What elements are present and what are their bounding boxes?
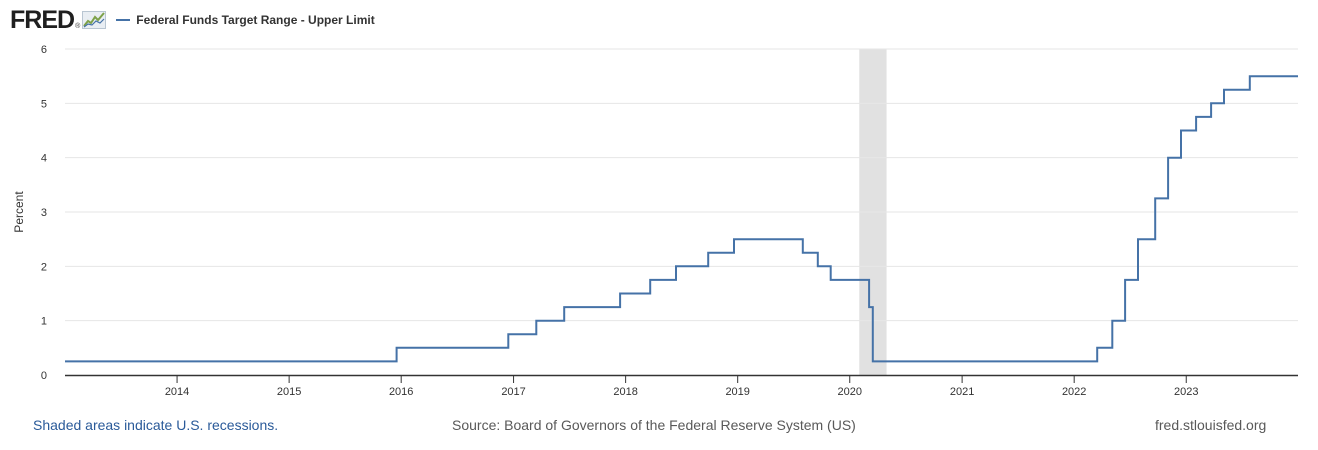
y-tick-label: 3 — [41, 207, 47, 219]
legend-series-label: Federal Funds Target Range - Upper Limit — [136, 13, 375, 27]
y-tick-label: 4 — [41, 153, 47, 165]
y-tick-label: 1 — [41, 316, 47, 328]
series-line — [65, 75, 1298, 363]
y-tick-label: 2 — [41, 261, 47, 273]
x-tick-label: 2023 — [1174, 386, 1198, 398]
legend-swatch — [116, 19, 131, 21]
y-tick-label: 5 — [41, 98, 47, 110]
y-tick-label: 6 — [41, 44, 47, 56]
chart-legend: Federal Funds Target Range - Upper Limit — [116, 13, 375, 27]
x-tick-label: 2016 — [389, 386, 413, 398]
x-tick-label: 2021 — [950, 386, 974, 398]
fred-logo-text: FRED — [10, 6, 75, 34]
x-tick-label: 2018 — [613, 386, 637, 398]
x-tick-label: 2020 — [838, 386, 862, 398]
x-tick-label: 2015 — [277, 386, 301, 398]
fred-graph-icon — [82, 11, 107, 29]
registered-mark: ® — [75, 22, 81, 30]
recession-note-link[interactable]: Shaded areas indicate U.S. recessions. — [33, 417, 279, 433]
y-tick-label: 0 — [41, 370, 47, 382]
chart-header: FRED ® Federal Funds Target Range - Uppe… — [10, 6, 375, 34]
x-tick-label: 2019 — [725, 386, 749, 398]
x-tick-label: 2022 — [1062, 386, 1086, 398]
y-axis-title: Percent — [12, 191, 26, 233]
source-note: Source: Board of Governors of the Federa… — [452, 417, 856, 433]
x-tick-label: 2017 — [501, 386, 525, 398]
x-tick-label: 2014 — [165, 386, 189, 398]
site-url: fred.stlouisfed.org — [1155, 417, 1267, 433]
fred-logo[interactable]: FRED ® — [10, 6, 107, 34]
